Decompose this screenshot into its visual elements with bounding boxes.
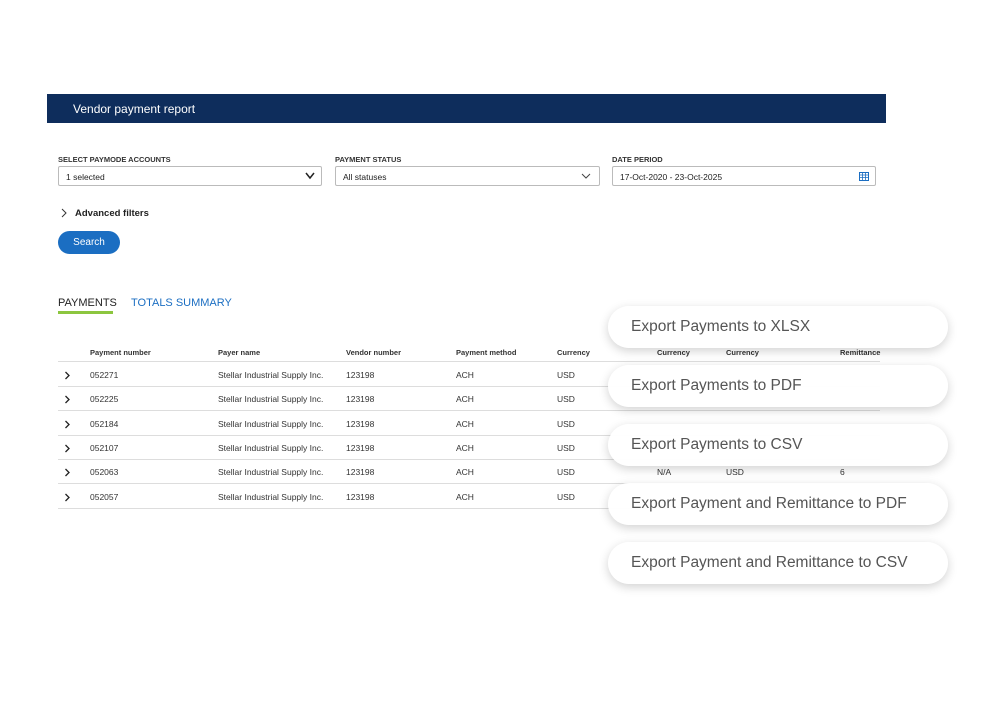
filter-label: PAYMENT STATUS (335, 155, 402, 164)
account-select[interactable]: 1 selected (58, 166, 322, 186)
table-cell: ACH (456, 418, 474, 429)
date-value: 17-Oct-2020 - 23-Oct-2025 (620, 172, 723, 182)
table-cell: Stellar Industrial Supply Inc. (218, 467, 324, 478)
export-option[interactable]: Export Payments to PDF (608, 365, 948, 407)
table-cell: 123198 (346, 370, 375, 380)
table-cell: 052225 (90, 394, 119, 405)
table-cell: ACH (456, 442, 474, 453)
table-cell: USD (557, 370, 575, 380)
row-line (58, 434, 880, 436)
filter-label: SELECT PAYMODE ACCOUNTS (58, 155, 171, 164)
table-cell: USD (557, 491, 575, 502)
expand-icon[interactable] (60, 208, 68, 218)
export-option[interactable]: Export Payments to CSV (608, 424, 948, 466)
export-option[interactable]: Export Payment and Remittance to PDF (608, 483, 948, 525)
table-cell: USD (557, 467, 575, 478)
tab[interactable]: TOTALS SUMMARY (131, 297, 232, 309)
row-expand[interactable] (64, 493, 71, 502)
table-cell: N/A (657, 467, 672, 478)
table-cell: USD (557, 394, 575, 405)
row-expand[interactable] (64, 395, 71, 404)
advanced-filters[interactable]: Advanced filters (75, 208, 149, 219)
select-value: All statuses (343, 172, 387, 182)
row-expand[interactable] (64, 468, 71, 477)
table-cell: Stellar Industrial Supply Inc. (218, 394, 324, 405)
table-cell: Stellar Industrial Supply Inc. (218, 442, 324, 453)
table-cell: 052107 (90, 442, 119, 453)
table-cell: USD (557, 442, 575, 453)
row-line (58, 507, 880, 509)
table-cell: 123198 (346, 491, 375, 502)
column-header: Remittance (840, 348, 881, 357)
table-cell: 052057 (90, 491, 119, 502)
table-cell: 052063 (90, 467, 119, 478)
row-line (58, 458, 880, 460)
export-option[interactable]: Export Payments to XLSX (608, 306, 948, 348)
dropdown-icon (581, 173, 591, 179)
table-cell: USD (557, 418, 575, 429)
table-cell: 052271 (90, 370, 119, 380)
table-cell: 123198 (346, 467, 375, 478)
tab-underline (58, 311, 113, 314)
select-value: 1 selected (66, 172, 105, 182)
column-header: Vendor number (346, 348, 402, 357)
header-line (58, 361, 880, 362)
column-header: Currency (657, 348, 690, 357)
row-line (58, 483, 880, 485)
table-cell: ACH (456, 394, 474, 405)
row-expand[interactable] (64, 371, 71, 380)
table-cell: Stellar Industrial Supply Inc. (218, 491, 324, 502)
table-cell: Stellar Industrial Supply Inc. (218, 370, 324, 380)
table-cell: Stellar Industrial Supply Inc. (218, 418, 324, 429)
column-header: Currency (557, 348, 590, 357)
table-cell: 123198 (346, 442, 375, 453)
column-header: Payer name (218, 348, 261, 357)
column-header: Payment method (456, 348, 517, 357)
table-cell: 052184 (90, 418, 119, 429)
table-cell: 123198 (346, 418, 375, 429)
filter-label: DATE PERIOD (612, 155, 663, 164)
row-line (58, 386, 880, 387)
table-cell: 6 (840, 467, 845, 478)
header-bar: Vendor payment report (47, 94, 886, 123)
tab-active[interactable]: PAYMENTS (58, 297, 117, 309)
column-header: Payment number (90, 348, 151, 357)
column-header: Currency (726, 348, 759, 357)
date-input[interactable]: 17-Oct-2020 - 23-Oct-2025 (612, 166, 876, 186)
table-cell: ACH (456, 467, 474, 478)
header-title: Vendor payment report (73, 102, 196, 116)
row-line (58, 410, 880, 412)
dropdown-icon (305, 172, 315, 180)
export-option[interactable]: Export Payment and Remittance to CSV (608, 542, 948, 584)
calendar-icon (859, 172, 869, 181)
row-expand[interactable] (64, 444, 71, 453)
table-cell: ACH (456, 370, 474, 380)
search-button[interactable]: Search (58, 231, 120, 254)
status-select[interactable]: All statuses (335, 166, 600, 186)
table-cell: USD (726, 467, 744, 478)
row-expand[interactable] (64, 420, 71, 429)
table-cell: 123198 (346, 394, 375, 405)
table-cell: ACH (456, 491, 474, 502)
